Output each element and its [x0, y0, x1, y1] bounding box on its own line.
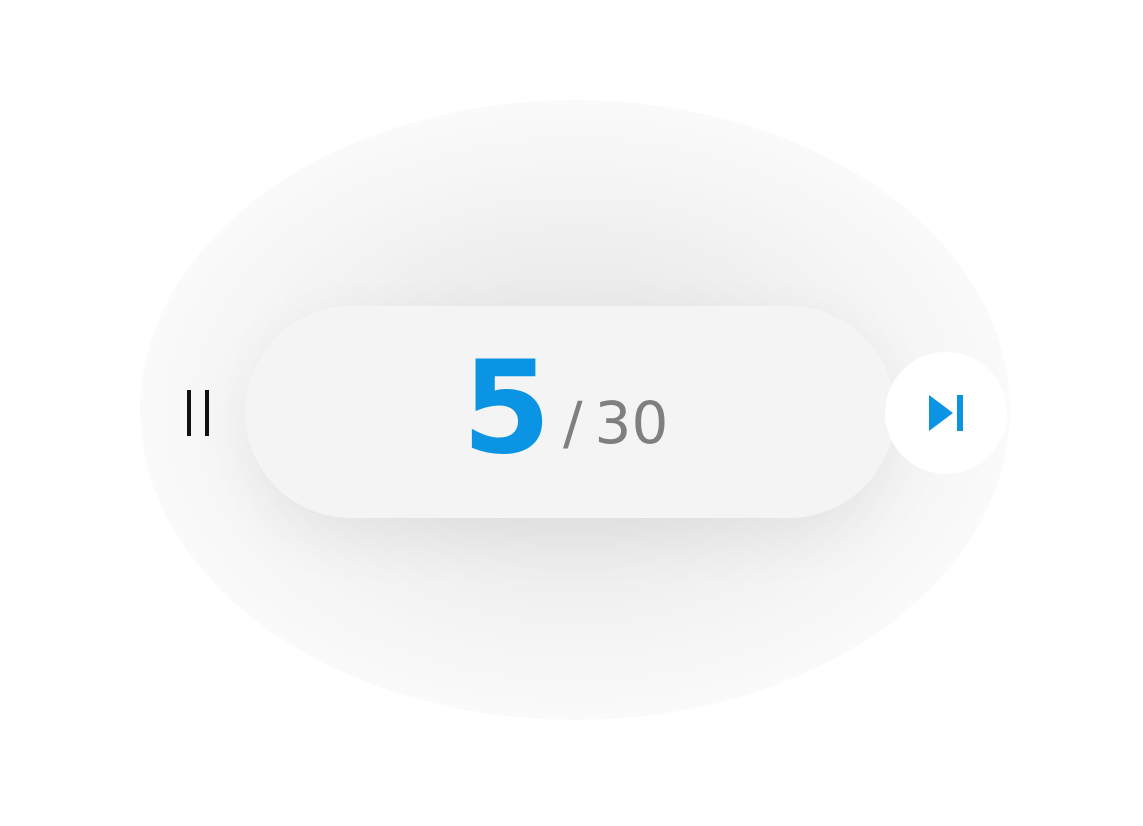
pause-icon	[180, 390, 216, 436]
skip-next-button[interactable]	[885, 352, 1007, 474]
counter-pill	[245, 306, 895, 518]
pause-button[interactable]	[168, 378, 228, 448]
skip-next-icon	[929, 395, 963, 431]
